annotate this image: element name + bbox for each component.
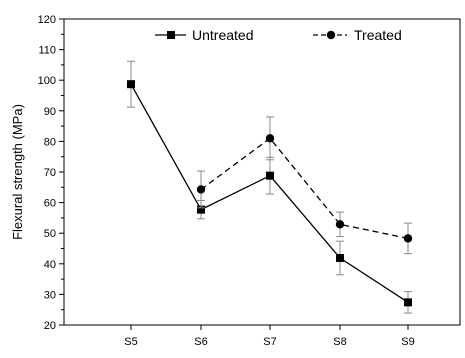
- y-tick-label: 80: [44, 136, 56, 148]
- legend-untreated-label: Untreated: [192, 27, 253, 43]
- y-tick-label: 90: [44, 106, 56, 118]
- untreated-point: [336, 253, 344, 262]
- y-tick-label: 60: [44, 198, 56, 210]
- untreated-point: [197, 205, 205, 214]
- treated-point: [196, 185, 206, 194]
- y-axis-label: Flexural strength (MPa): [10, 104, 25, 240]
- y-tick-label: 20: [44, 320, 56, 332]
- untreated-point: [266, 171, 274, 180]
- y-tick-label: 100: [38, 75, 56, 87]
- plot-frame: [63, 18, 461, 326]
- y-tick-label: 30: [44, 289, 56, 301]
- treated-point: [403, 234, 413, 243]
- x-axis: S5 S6 S7 S8 S9: [124, 325, 415, 348]
- series-layer: [127, 60, 413, 314]
- legend: Untreated Treated: [155, 27, 402, 43]
- untreated-point: [127, 80, 135, 89]
- treated-point: [335, 220, 345, 229]
- y-axis: 20 30 40 50 60 70 80 90 100 110 120: [38, 14, 64, 332]
- legend-treated-label: Treated: [354, 27, 402, 43]
- y-tick-label: 110: [38, 45, 56, 57]
- x-tick-label: S6: [194, 336, 207, 348]
- y-tick-label: 70: [44, 167, 56, 179]
- untreated-point: [404, 298, 412, 307]
- legend-untreated-marker: [167, 31, 175, 39]
- treated-point: [265, 134, 275, 143]
- y-tick-label: 120: [38, 14, 56, 26]
- x-tick-label: S5: [124, 336, 137, 348]
- x-tick-label: S8: [333, 336, 346, 348]
- y-tick-label: 50: [44, 228, 56, 240]
- x-tick-label: S9: [401, 336, 414, 348]
- treated-line: [200, 137, 409, 240]
- y-tick-label: 40: [44, 259, 56, 271]
- x-tick-label: S7: [263, 336, 276, 348]
- legend-treated-marker: [326, 30, 336, 40]
